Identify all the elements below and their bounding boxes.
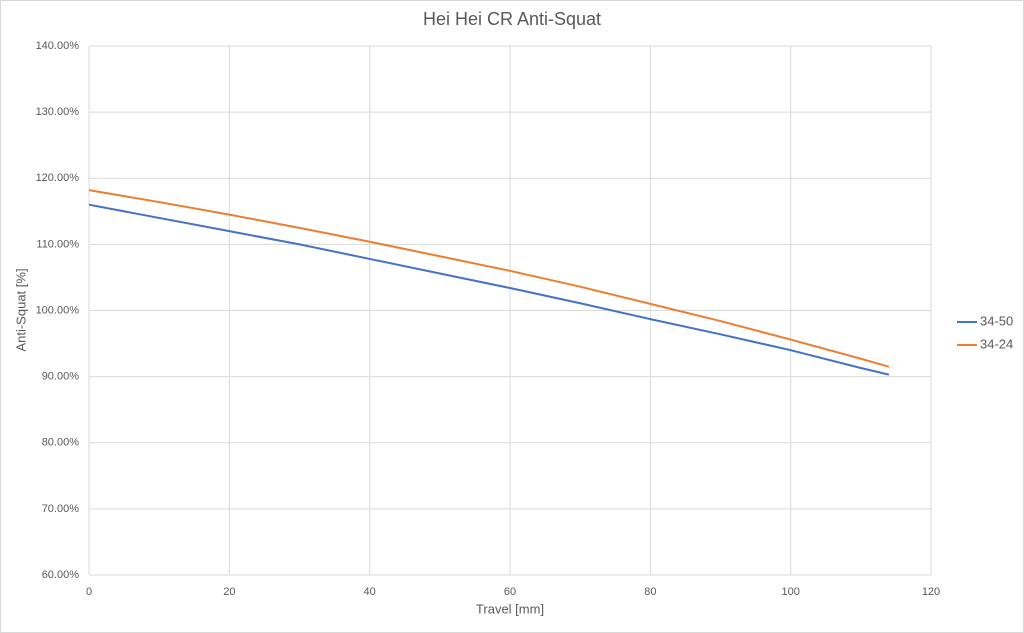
x-tick-label: 80 bbox=[644, 586, 656, 598]
y-tick-label: 60.00% bbox=[42, 569, 80, 581]
x-tick-label: 40 bbox=[364, 586, 376, 598]
x-tick-label: 20 bbox=[223, 586, 235, 598]
y-tick-label: 80.00% bbox=[42, 437, 80, 449]
legend-label: 34-50 bbox=[980, 313, 1013, 328]
y-tick-label: 140.00% bbox=[36, 40, 80, 52]
x-tick-label: 0 bbox=[86, 586, 92, 598]
y-axis-label: Anti-Squat [%] bbox=[13, 268, 28, 351]
y-tick-label: 110.00% bbox=[36, 238, 79, 250]
x-tick-label: 100 bbox=[781, 586, 799, 598]
y-tick-label: 130.00% bbox=[36, 106, 80, 118]
chart-title: Hei Hei CR Anti-Squat bbox=[423, 9, 601, 29]
series-line bbox=[88, 189, 890, 368]
y-tick-label: 100.00% bbox=[36, 304, 80, 316]
y-tick-label: 90.00% bbox=[42, 371, 80, 383]
x-axis-label: Travel [mm] bbox=[476, 601, 544, 616]
legend-label: 34-24 bbox=[980, 336, 1013, 351]
series-line bbox=[88, 203, 890, 376]
x-tick-label: 120 bbox=[922, 586, 940, 598]
y-tick-label: 70.00% bbox=[42, 503, 80, 515]
y-tick-label: 120.00% bbox=[36, 172, 80, 184]
x-tick-label: 60 bbox=[504, 586, 516, 598]
